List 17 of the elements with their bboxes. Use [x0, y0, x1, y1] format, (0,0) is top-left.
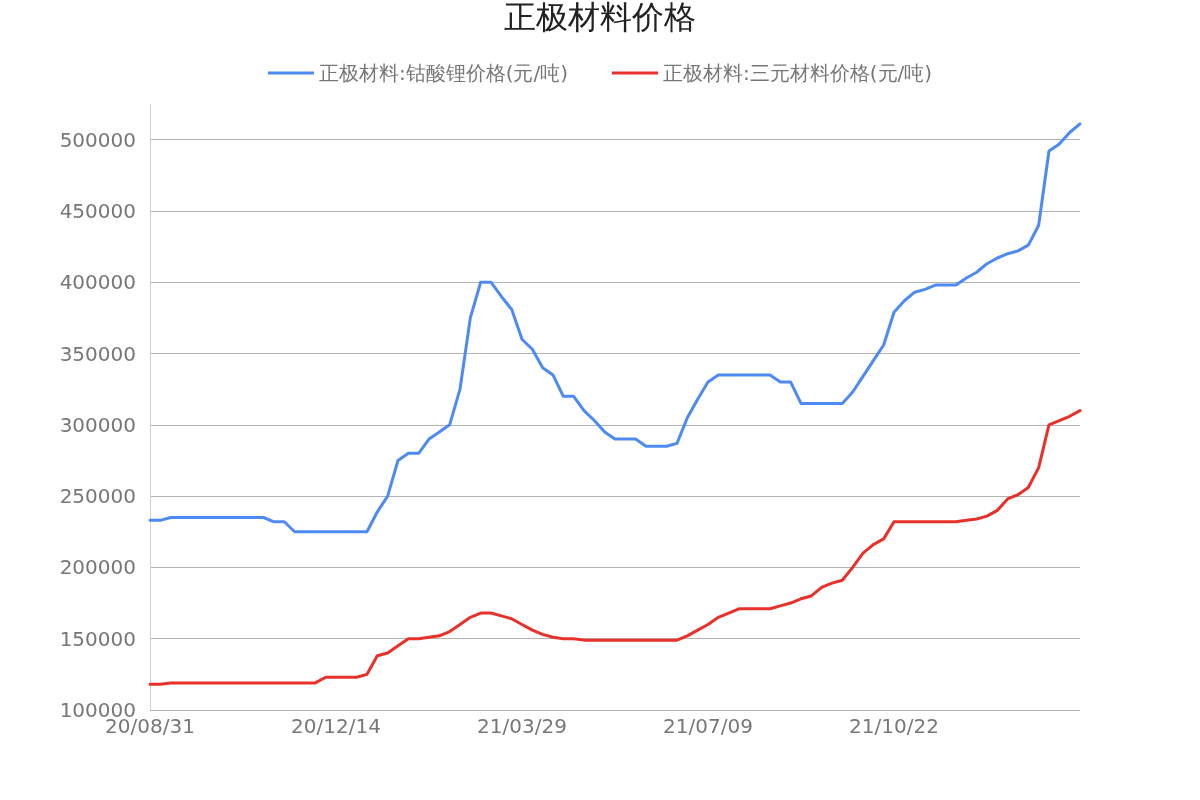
y-tick-label: 150000 [59, 626, 136, 651]
y-tick-label: 350000 [59, 341, 136, 366]
y-tick-label: 400000 [59, 270, 136, 295]
y-tick-label: 250000 [59, 484, 136, 509]
legend-label: 正极材料:三元材料价格(元/吨) [663, 61, 933, 85]
y-tick-label: 500000 [59, 127, 136, 152]
x-tick-label: 20/12/14 [291, 714, 381, 738]
line-series [148, 409, 1082, 686]
y-tick-label: 450000 [59, 198, 136, 223]
x-tick-label: 21/10/22 [849, 714, 939, 738]
chart-title: 正极材料价格 [504, 0, 696, 36]
line-series [148, 122, 1082, 534]
legend-label: 正极材料:钴酸锂价格(元/吨) [318, 61, 569, 85]
y-tick-label: 200000 [59, 555, 136, 580]
y-tick-label: 300000 [59, 412, 136, 437]
x-tick-label: 21/03/29 [477, 714, 567, 738]
x-tick-label: 21/07/09 [663, 714, 753, 738]
